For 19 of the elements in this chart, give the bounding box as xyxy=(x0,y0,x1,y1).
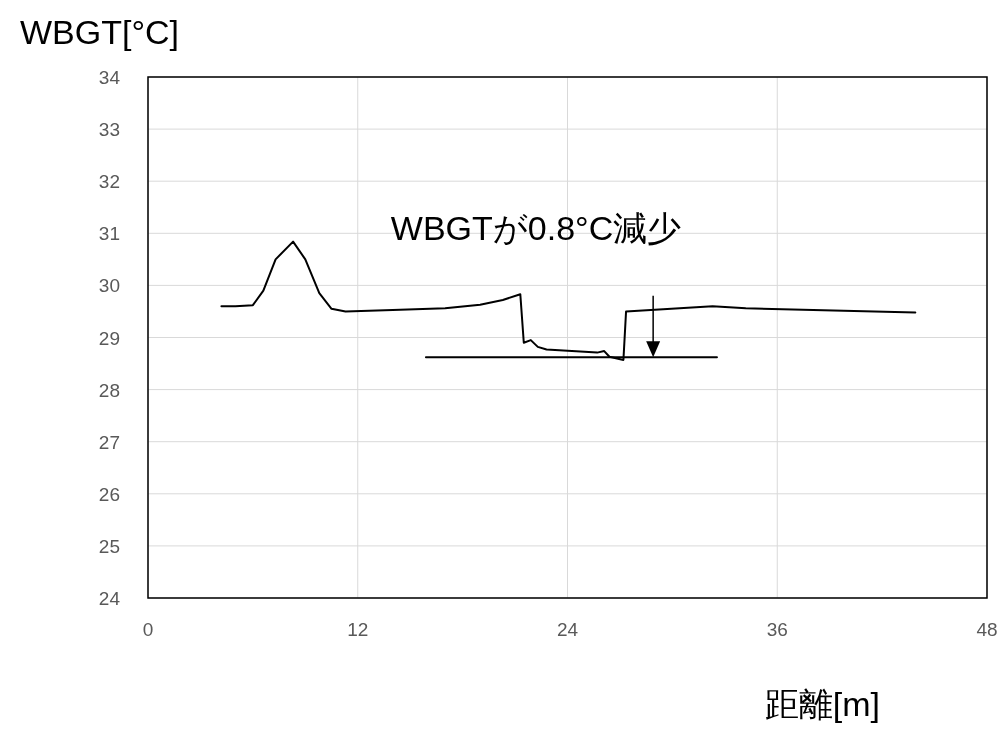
y-tick-label: 27 xyxy=(98,431,120,453)
y-tick-label: 34 xyxy=(98,67,121,88)
x-axis-title: 距離[m] xyxy=(764,685,880,723)
y-tick-label: 32 xyxy=(98,171,120,193)
y-tick-label: 26 xyxy=(98,483,120,505)
y-axis-title: WBGT[°C] xyxy=(20,13,180,51)
x-tick-label: 48 xyxy=(976,619,998,640)
y-tick-label: 31 xyxy=(98,223,120,245)
y-tick-label: 24 xyxy=(98,588,121,609)
x-tick-label: 12 xyxy=(347,619,369,640)
y-tick-label: 30 xyxy=(98,275,120,297)
annotation: WBGTが0.8°C減少 xyxy=(390,209,682,247)
y-tick-label: 33 xyxy=(98,119,120,141)
y-tick-label: 25 xyxy=(98,535,120,557)
y-tick-label: 29 xyxy=(98,327,120,349)
x-tick-label: 36 xyxy=(766,619,788,640)
x-tick-label: 24 xyxy=(556,619,579,640)
y-tick-label: 28 xyxy=(98,379,120,401)
x-tick-label: 0 xyxy=(142,619,154,640)
